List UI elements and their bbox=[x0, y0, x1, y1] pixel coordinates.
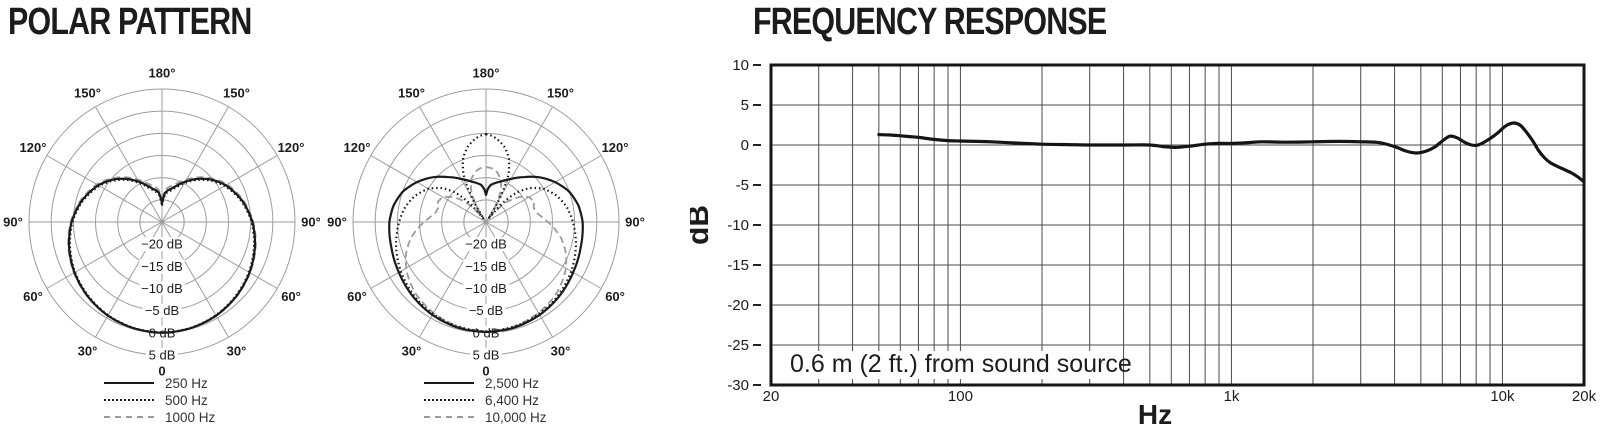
fr-plot-border bbox=[769, 63, 1586, 387]
fr-annotation: 0.6 m (2 ft.) from sound source bbox=[786, 350, 1132, 379]
legend-item: 10,000 Hz bbox=[424, 409, 547, 425]
svg-text:5: 5 bbox=[741, 97, 749, 114]
legend-label: 6,400 Hz bbox=[485, 392, 540, 408]
legend-solid-line-swatch bbox=[424, 382, 474, 384]
polar-curve-1000-Hz bbox=[67, 176, 257, 334]
svg-text:100: 100 bbox=[948, 388, 973, 405]
polar-curve-6-400-Hz bbox=[394, 133, 578, 333]
svg-text:90°: 90° bbox=[327, 215, 347, 230]
svg-text:0 dB: 0 dB bbox=[149, 325, 176, 340]
svg-text:150°: 150° bbox=[398, 85, 425, 100]
svg-text:1k: 1k bbox=[1223, 388, 1239, 405]
svg-text:30°: 30° bbox=[78, 344, 98, 359]
legend-dashed-line-swatch bbox=[424, 416, 474, 418]
svg-text:5 dB: 5 dB bbox=[149, 348, 176, 363]
fr-y-axis: 10 5 0 -5 -10 -15 -20 -25 -30 bbox=[727, 57, 761, 394]
svg-text:10: 10 bbox=[732, 57, 749, 74]
svg-text:−10 dB: −10 dB bbox=[465, 281, 507, 296]
polar-angle-labels: 030°30°60°60°90°90°120°120°150°150°180° bbox=[3, 66, 320, 379]
legend-label: 10,000 Hz bbox=[485, 409, 547, 425]
svg-text:−5 dB: −5 dB bbox=[145, 303, 179, 318]
svg-text:-30: -30 bbox=[727, 377, 749, 394]
svg-text:−20 dB: −20 dB bbox=[141, 237, 183, 252]
legend-label: 500 Hz bbox=[165, 392, 208, 408]
legend-dotted-line-swatch bbox=[104, 399, 154, 401]
legend-item: 6,400 Hz bbox=[424, 392, 547, 408]
svg-text:20k: 20k bbox=[1572, 388, 1597, 405]
polar-db-ring-labels: −20 dB −15 dB −10 dB −5 dB 0 dB 5 dB bbox=[139, 237, 185, 363]
svg-text:-10: -10 bbox=[727, 217, 749, 234]
svg-text:−20 dB: −20 dB bbox=[465, 237, 507, 252]
polar-legend-low-frequencies: 250 Hz 500 Hz 1000 Hz bbox=[104, 376, 215, 427]
svg-text:−10 dB: −10 dB bbox=[141, 281, 183, 296]
svg-text:5 dB: 5 dB bbox=[473, 348, 500, 363]
polar-curve-500-Hz bbox=[68, 178, 256, 334]
polar-legend-high-frequencies: 2,500 Hz 6,400 Hz 10,000 Hz bbox=[424, 376, 547, 427]
svg-text:0 dB: 0 dB bbox=[473, 325, 500, 340]
fr-response-curve bbox=[877, 121, 1586, 184]
fr-x-axis: 20 100 1k 10k 20k bbox=[763, 388, 1597, 405]
svg-text:60°: 60° bbox=[347, 289, 367, 304]
legend-item: 250 Hz bbox=[104, 375, 215, 391]
svg-text:-15: -15 bbox=[727, 257, 749, 274]
legend-label: 2,500 Hz bbox=[485, 375, 540, 391]
legend-dotted-line-swatch bbox=[424, 399, 474, 401]
svg-text:90°: 90° bbox=[301, 215, 320, 230]
svg-text:0.6 m (2 ft.) from sound sourc: 0.6 m (2 ft.) from sound source bbox=[790, 350, 1132, 378]
svg-text:-5: -5 bbox=[736, 177, 749, 194]
svg-text:150°: 150° bbox=[547, 85, 574, 100]
svg-text:-20: -20 bbox=[727, 297, 749, 314]
legend-label: 1000 Hz bbox=[165, 409, 216, 425]
polar-curve-250-Hz bbox=[67, 177, 257, 334]
svg-text:30°: 30° bbox=[402, 344, 422, 359]
legend-item: 1000 Hz bbox=[104, 409, 216, 425]
svg-text:90°: 90° bbox=[3, 215, 23, 230]
svg-text:−5 dB: −5 dB bbox=[469, 303, 503, 318]
svg-text:20: 20 bbox=[763, 388, 780, 405]
svg-text:30°: 30° bbox=[227, 344, 247, 359]
svg-text:-25: -25 bbox=[727, 337, 749, 354]
legend-solid-line-swatch bbox=[104, 382, 154, 384]
legend-item: 500 Hz bbox=[104, 392, 215, 408]
polar-db-ring-labels: −20 dB −15 dB −10 dB −5 dB 0 dB 5 dB bbox=[463, 237, 509, 363]
polar-grid bbox=[28, 88, 296, 356]
fr-y-axis-title: dB bbox=[690, 205, 715, 245]
svg-text:120°: 120° bbox=[344, 140, 371, 155]
svg-text:180°: 180° bbox=[473, 66, 500, 81]
svg-text:0: 0 bbox=[741, 137, 749, 154]
fr-grid bbox=[771, 65, 1584, 385]
svg-text:60°: 60° bbox=[281, 289, 301, 304]
polar-grid bbox=[352, 88, 620, 356]
svg-text:−15 dB: −15 dB bbox=[465, 259, 507, 274]
polar-plot-high-frequencies: 030°30°60°60°90°90°120°120°150°150°180°−… bbox=[327, 66, 645, 379]
svg-text:120°: 120° bbox=[602, 140, 629, 155]
legend-item: 2,500 Hz bbox=[424, 375, 547, 391]
svg-text:180°: 180° bbox=[149, 66, 176, 81]
polar-plot-low-frequencies: 030°30°60°60°90°90°120°120°150°150°180°−… bbox=[3, 66, 320, 379]
svg-text:120°: 120° bbox=[278, 140, 305, 155]
polar-curve-2-500-Hz bbox=[388, 175, 584, 334]
frequency-response-chart: 0.6 m (2 ft.) from sound source 10 5 0 -5 -10… bbox=[690, 57, 1597, 430]
svg-text:30°: 30° bbox=[551, 344, 571, 359]
frequency-response-title: FREQUENCY RESPONSE bbox=[753, 1, 1107, 43]
legend-label: 250 Hz bbox=[165, 375, 208, 391]
legend-dashed-line-swatch bbox=[104, 416, 154, 418]
svg-text:90°: 90° bbox=[625, 215, 645, 230]
svg-text:10k: 10k bbox=[1490, 388, 1515, 405]
svg-text:150°: 150° bbox=[223, 85, 250, 100]
svg-text:60°: 60° bbox=[23, 289, 43, 304]
svg-text:150°: 150° bbox=[74, 85, 101, 100]
polar-angle-labels: 030°30°60°60°90°90°120°120°150°150°180° bbox=[327, 66, 645, 379]
svg-text:120°: 120° bbox=[20, 140, 47, 155]
svg-text:60°: 60° bbox=[605, 289, 625, 304]
polar-pattern-title: POLAR PATTERN bbox=[8, 1, 252, 43]
polar-curve-10-000-Hz bbox=[404, 166, 568, 333]
svg-text:−15 dB: −15 dB bbox=[141, 259, 183, 274]
fr-x-axis-title: Hz bbox=[1138, 399, 1172, 430]
